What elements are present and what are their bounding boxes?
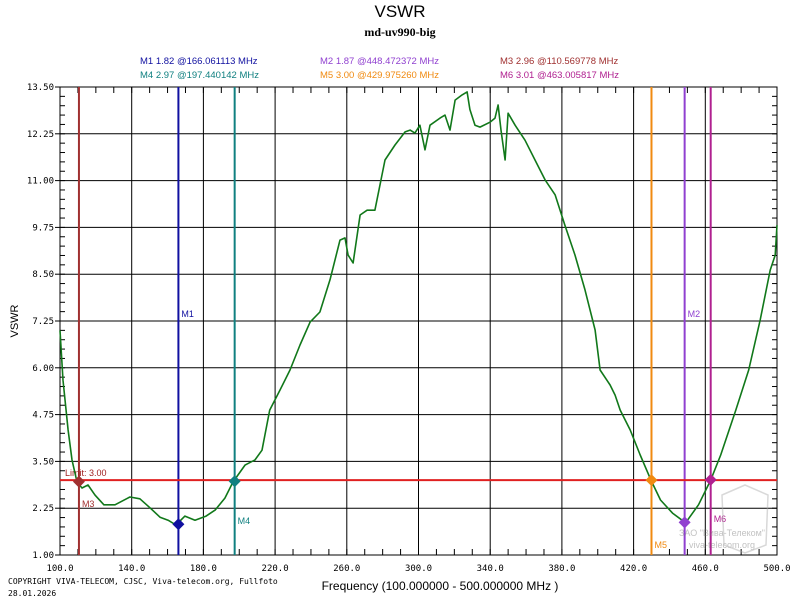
- x-tick-label: 100.0: [46, 564, 73, 574]
- y-tick-label: 4.75: [32, 411, 54, 421]
- y-tick-label: 7.25: [32, 317, 54, 327]
- marker-readout-m4: M4 2.97 @197.440142 MHz: [140, 70, 259, 81]
- marker-label-m4: M4: [238, 516, 251, 526]
- chart-subtitle: md-uv990-big: [364, 25, 435, 39]
- marker-point-m5: [645, 474, 658, 487]
- marker-readout-m1: M1 1.82 @166.061113 MHz: [140, 56, 258, 67]
- x-tick-label: 420.0: [620, 564, 647, 574]
- x-tick-label: 220.0: [262, 564, 289, 574]
- x-tick-label: 300.0: [405, 564, 432, 574]
- watermark-logo: ЗАО "Вива-Телеком" viva-telecom.org: [679, 484, 769, 554]
- y-tick-label: 9.75: [32, 223, 54, 233]
- x-axis-label: Frequency (100.000000 - 500.000000 MHz ): [322, 579, 559, 593]
- x-tick-label: 500.0: [763, 564, 790, 574]
- marker-label-m5: M5: [654, 540, 667, 550]
- marker-point-m3: [72, 475, 85, 488]
- marker-readout-m6: M6 3.01 @463.005817 MHz: [500, 70, 619, 81]
- marker-point-m2: [678, 516, 691, 529]
- x-tick-label: 180.0: [190, 564, 217, 574]
- marker-point-m4: [228, 475, 241, 488]
- marker-point-m6: [704, 473, 717, 486]
- watermark-company: ЗАО "Вива-Телеком": [679, 528, 765, 538]
- x-tick-label: 340.0: [477, 564, 504, 574]
- x-tick-label: 260.0: [333, 564, 360, 574]
- x-tick-label: 140.0: [118, 564, 145, 574]
- marker-point-m1: [172, 518, 185, 531]
- copyright-text: COPYRIGHT VIVA-TELECOM, CJSC, Viva-telec…: [8, 577, 278, 586]
- y-tick-label: 11.00: [27, 177, 54, 187]
- y-tick-label: 1.00: [32, 551, 54, 561]
- marker-label-m2: M2: [688, 309, 701, 319]
- marker-label-m1: M1: [181, 309, 194, 319]
- marker-label-m3: M3: [82, 499, 95, 509]
- marker-readout-m2: M2 1.87 @448.472372 MHz: [320, 56, 439, 67]
- y-tick-label: 2.25: [32, 504, 54, 514]
- y-tick-label: 13.50: [27, 83, 54, 93]
- limit-label: Limit: 3.00: [65, 468, 107, 478]
- marker-readout-m5: M5 3.00 @429.975260 MHz: [320, 70, 439, 81]
- marker-readout-m3: M3 2.96 @110.569778 MHz: [500, 56, 619, 67]
- x-tick-label: 380.0: [548, 564, 575, 574]
- y-tick-label: 12.25: [27, 130, 54, 140]
- watermark-site: viva-telecom.org: [689, 540, 755, 550]
- date-text: 28.01.2026: [8, 589, 56, 598]
- y-tick-label: 3.50: [32, 457, 54, 467]
- y-axis-label: VSWR: [9, 304, 21, 337]
- y-tick-label: 6.00: [32, 364, 54, 374]
- y-tick-label: 8.50: [32, 270, 54, 280]
- x-tick-label: 460.0: [692, 564, 719, 574]
- chart-title: VSWR: [375, 2, 426, 21]
- marker-label-m6: M6: [714, 514, 727, 524]
